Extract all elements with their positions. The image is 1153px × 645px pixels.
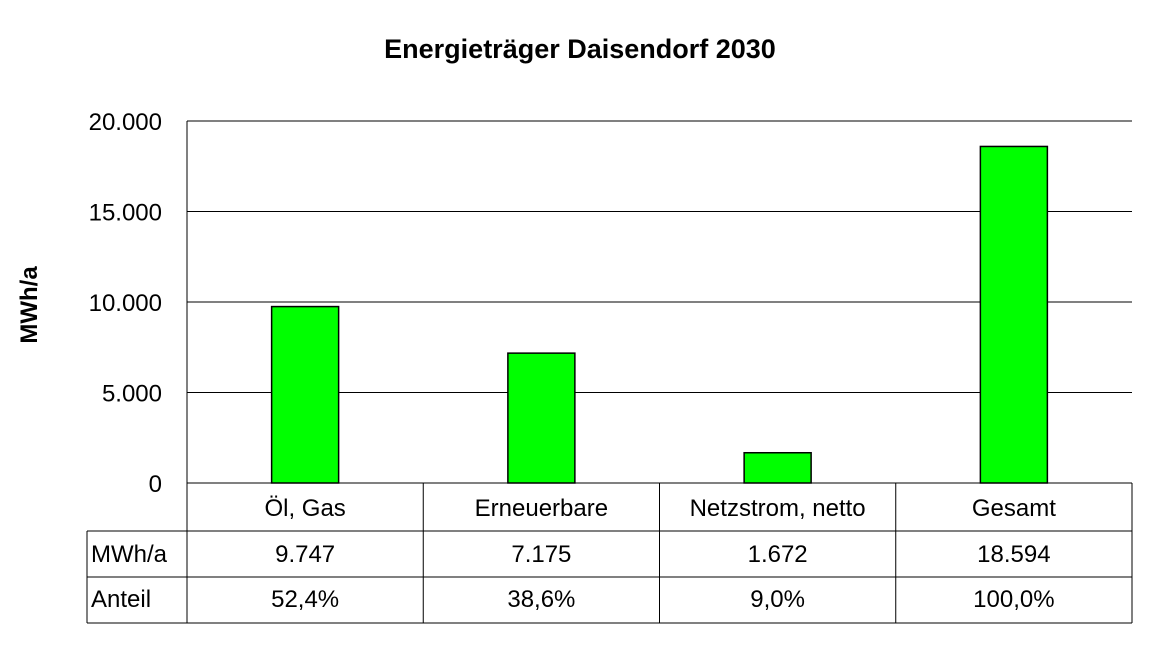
table-row-label: Anteil (91, 586, 151, 613)
bar (979, 145, 1049, 484)
table-cell: 1.672 (748, 541, 808, 568)
bar (507, 352, 576, 484)
bars (270, 145, 1049, 484)
y-tick-label: 10.000 (89, 290, 162, 317)
y-tick-labels: 0 5.000 10.000 15.000 20.000 (89, 109, 162, 498)
y-axis-label: MWh/a (16, 266, 43, 344)
category-label: Netzstrom, netto (690, 495, 866, 522)
y-tick-label: 0 (149, 471, 162, 498)
data-table: Öl, Gas Erneuerbare Netzstrom, netto Gesamt… (86, 482, 1133, 624)
table-cell: 9,0% (750, 586, 805, 613)
y-tick-label: 5.000 (102, 381, 162, 408)
bar (270, 305, 340, 484)
category-label: Gesamt (972, 495, 1056, 522)
table-cell: 18.594 (977, 541, 1050, 568)
category-label: Erneuerbare (475, 495, 608, 522)
table-cell: 38,6% (507, 586, 575, 613)
table-cell: 52,4% (271, 586, 339, 613)
table-cell: 9.747 (275, 541, 335, 568)
table-cell: 100,0% (973, 586, 1054, 613)
chart-title: Energieträger Daisendorf 2030 (384, 34, 776, 64)
table-cell: 7.175 (511, 541, 571, 568)
y-tick-label: 20.000 (89, 109, 162, 136)
category-label: Öl, Gas (264, 495, 345, 522)
y-tick-label: 15.000 (89, 200, 162, 227)
gridlines (186, 120, 1132, 483)
table-row-label: MWh/a (91, 541, 168, 568)
bar (743, 451, 812, 484)
